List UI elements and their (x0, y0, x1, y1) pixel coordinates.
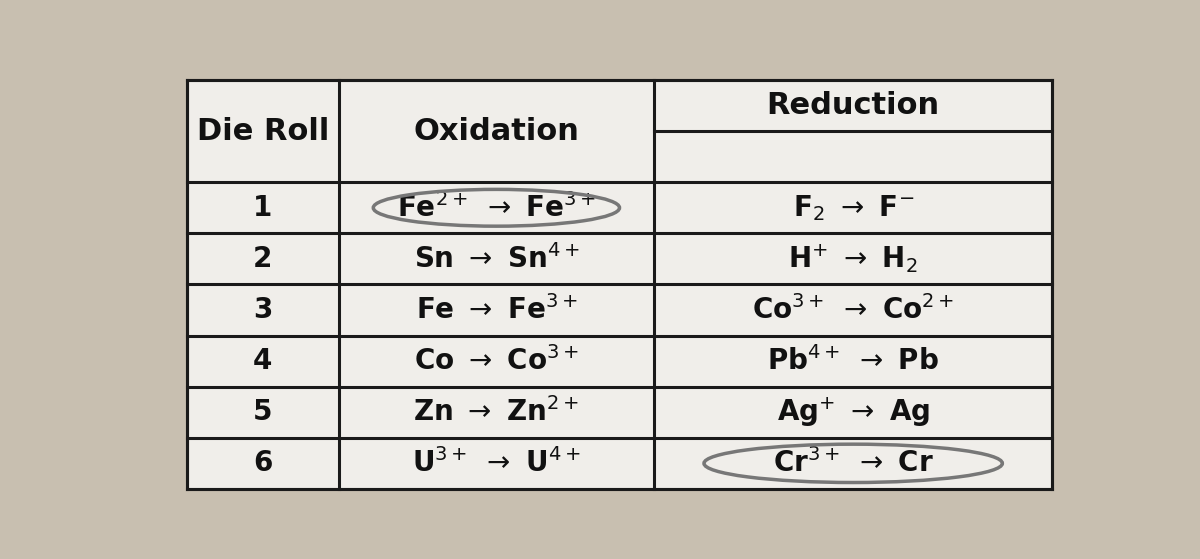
Text: Pb$^{4+}$ $\rightarrow$ Pb: Pb$^{4+}$ $\rightarrow$ Pb (767, 346, 940, 376)
Text: Cr$^{3+}$ $\rightarrow$ Cr: Cr$^{3+}$ $\rightarrow$ Cr (773, 448, 934, 479)
Text: 6: 6 (253, 449, 272, 477)
Text: H$^{+}$ $\rightarrow$ H$_2$: H$^{+}$ $\rightarrow$ H$_2$ (788, 243, 918, 275)
Text: Die Roll: Die Roll (197, 117, 329, 145)
Text: Ag$^{+}$ $\rightarrow$ Ag: Ag$^{+}$ $\rightarrow$ Ag (776, 395, 930, 429)
Text: Fe$^{2+}$ $\rightarrow$ Fe$^{3+}$: Fe$^{2+}$ $\rightarrow$ Fe$^{3+}$ (397, 193, 596, 222)
Text: 2: 2 (253, 245, 272, 273)
Text: U$^{3+}$ $\rightarrow$ U$^{4+}$: U$^{3+}$ $\rightarrow$ U$^{4+}$ (412, 448, 581, 479)
Text: 1: 1 (253, 194, 272, 222)
Text: Zn $\rightarrow$ Zn$^{2+}$: Zn $\rightarrow$ Zn$^{2+}$ (414, 397, 580, 427)
Text: 3: 3 (253, 296, 272, 324)
Text: F$_2$ $\rightarrow$ F$^{-}$: F$_2$ $\rightarrow$ F$^{-}$ (792, 193, 914, 222)
Text: Fe $\rightarrow$ Fe$^{3+}$: Fe $\rightarrow$ Fe$^{3+}$ (415, 295, 577, 325)
Text: 4: 4 (253, 347, 272, 375)
Text: Reduction: Reduction (767, 91, 940, 120)
Text: Oxidation: Oxidation (414, 117, 580, 145)
Text: Co $\rightarrow$ Co$^{3+}$: Co $\rightarrow$ Co$^{3+}$ (414, 346, 578, 376)
Text: 5: 5 (253, 398, 272, 426)
Text: Sn $\rightarrow$ Sn$^{4+}$: Sn $\rightarrow$ Sn$^{4+}$ (414, 244, 580, 274)
Text: Co$^{3+}$ $\rightarrow$ Co$^{2+}$: Co$^{3+}$ $\rightarrow$ Co$^{2+}$ (752, 295, 954, 325)
